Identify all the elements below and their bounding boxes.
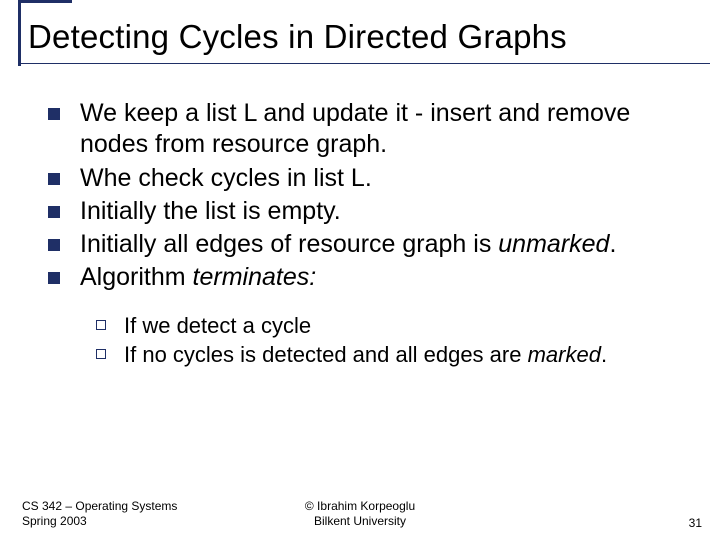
footer-page-number: 31	[689, 516, 702, 530]
footer-copyright: © Ibrahim Korpeoglu	[305, 499, 415, 515]
sub-bullet-text: If no cycles is detected and all edges a…	[124, 341, 607, 369]
bullet-text: Whe check cycles in list L.	[80, 163, 372, 194]
hollow-square-bullet-icon	[96, 349, 106, 359]
bullet-text-pre: Initially all edges of resource graph is	[80, 230, 498, 258]
bullet-text-italic: unmarked	[498, 230, 609, 258]
footer: CS 342 – Operating Systems Spring 2003 ©…	[0, 499, 720, 530]
square-bullet-icon	[48, 272, 60, 284]
square-bullet-icon	[48, 239, 60, 251]
slide: Detecting Cycles in Directed Graphs We k…	[0, 0, 720, 540]
title-rule-top	[18, 0, 72, 3]
square-bullet-icon	[48, 173, 60, 185]
sub-bullet-text-italic: marked	[528, 342, 601, 367]
footer-center: © Ibrahim Korpeoglu Bilkent University	[305, 499, 415, 530]
slide-title: Detecting Cycles in Directed Graphs	[28, 18, 720, 56]
sub-bullet-text-post: .	[601, 342, 607, 367]
sub-bullet-text-pre: If no cycles is detected and all edges a…	[124, 342, 528, 367]
sub-bullet-text: If we detect a cycle	[124, 312, 311, 340]
bullet-text: Algorithm terminates:	[80, 262, 316, 293]
hollow-square-bullet-icon	[96, 320, 106, 330]
bullet-list: We keep a list L and update it - insert …	[48, 98, 692, 294]
bullet-text-italic: terminates:	[193, 263, 317, 291]
square-bullet-icon	[48, 206, 60, 218]
bullet-item: Initially the list is empty.	[48, 196, 692, 227]
bullet-item: We keep a list L and update it - insert …	[48, 98, 692, 161]
bullet-text: We keep a list L and update it - insert …	[80, 98, 692, 161]
bullet-text-post: .	[609, 230, 616, 258]
bullet-text: Initially all edges of resource graph is…	[80, 229, 616, 260]
bullet-text: Initially the list is empty.	[80, 196, 341, 227]
footer-course: CS 342 – Operating Systems	[22, 499, 177, 515]
footer-left: CS 342 – Operating Systems Spring 2003	[22, 499, 177, 530]
title-area: Detecting Cycles in Directed Graphs	[0, 0, 720, 64]
bullet-item: Whe check cycles in list L.	[48, 163, 692, 194]
content-area: We keep a list L and update it - insert …	[0, 64, 720, 369]
sub-bullet-item: If we detect a cycle	[96, 312, 692, 340]
title-rule-bottom	[18, 63, 710, 64]
sub-bullet-item: If no cycles is detected and all edges a…	[96, 341, 692, 369]
footer-affiliation: Bilkent University	[305, 514, 415, 530]
footer-term: Spring 2003	[22, 514, 177, 530]
bullet-text-pre: Algorithm	[80, 263, 193, 291]
bullet-item: Initially all edges of resource graph is…	[48, 229, 692, 260]
title-rule-left	[18, 0, 21, 66]
sub-bullet-list: If we detect a cycle If no cycles is det…	[96, 312, 692, 369]
bullet-item: Algorithm terminates:	[48, 262, 692, 293]
square-bullet-icon	[48, 108, 60, 120]
